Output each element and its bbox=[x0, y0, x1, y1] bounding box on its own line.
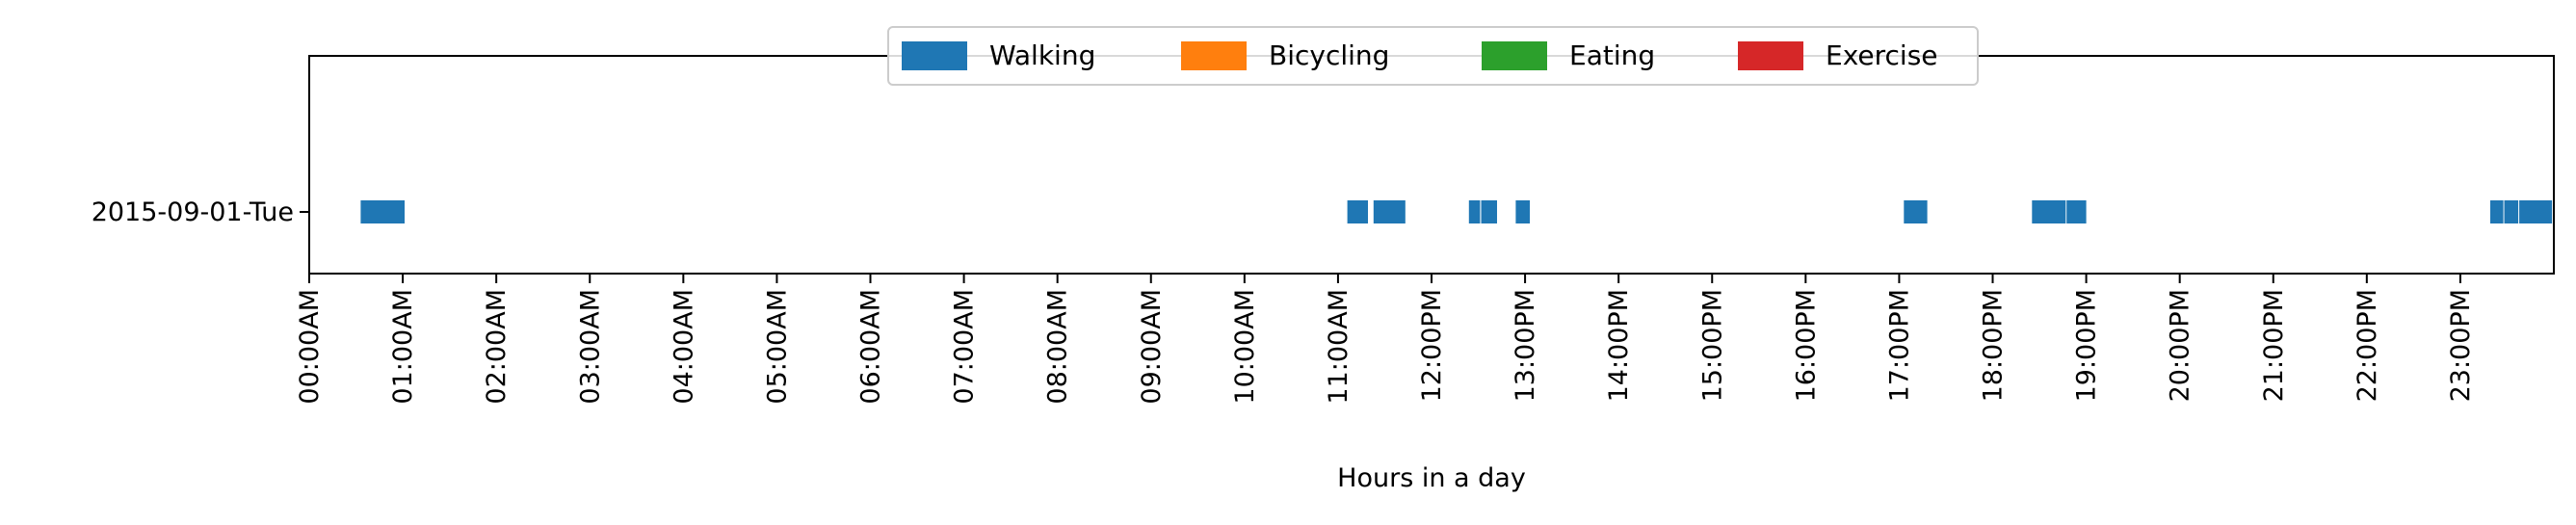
x-tick-label: 03:00AM bbox=[575, 289, 605, 405]
x-tick-label: 17:00PM bbox=[1884, 289, 1914, 402]
x-tick-label: 01:00AM bbox=[388, 289, 418, 405]
legend-label-exercise: Exercise bbox=[1826, 39, 1938, 71]
bar-walking bbox=[1481, 200, 1497, 223]
bar-walking bbox=[2504, 200, 2519, 223]
bars-layer bbox=[360, 200, 2553, 223]
x-tick-label: 23:00PM bbox=[2446, 289, 2476, 402]
bar-walking bbox=[2032, 200, 2066, 223]
legend-label-bicycling: Bicycling bbox=[1269, 39, 1389, 71]
x-tick-label: 16:00PM bbox=[1791, 289, 1821, 402]
x-tick-label: 22:00PM bbox=[2353, 289, 2382, 402]
bar-walking bbox=[2519, 200, 2553, 223]
bar-walking bbox=[1373, 200, 1406, 223]
x-tick-label: 11:00AM bbox=[1324, 289, 1354, 405]
x-tick-label: 02:00AM bbox=[482, 289, 512, 405]
x-tick-label: 07:00AM bbox=[950, 289, 980, 405]
x-axis: 00:00AM 01:00AM 02:00AM 03:00AM 04:00AM 05:00… bbox=[295, 274, 2476, 405]
x-tick-label: 18:00PM bbox=[1979, 289, 2009, 402]
legend-label-walking: Walking bbox=[989, 39, 1095, 71]
bar-walking bbox=[1904, 200, 1928, 223]
x-tick-label: 20:00PM bbox=[2166, 289, 2195, 402]
legend-box bbox=[887, 26, 1979, 86]
bar-walking bbox=[2066, 200, 2087, 223]
x-tick-label: 04:00AM bbox=[669, 289, 698, 405]
legend: Walking Bicycling Eating Exercise bbox=[887, 26, 1979, 86]
bar-walking bbox=[2490, 200, 2504, 223]
x-tick-label: 08:00AM bbox=[1043, 289, 1073, 405]
bar-walking bbox=[1515, 200, 1530, 223]
x-tick-label: 21:00PM bbox=[2259, 289, 2289, 402]
legend-label-eating: Eating bbox=[1569, 39, 1655, 71]
x-tick-label: 15:00PM bbox=[1697, 289, 1727, 402]
legend-swatch-exercise bbox=[1738, 41, 1803, 70]
x-tick-label: 12:00PM bbox=[1417, 289, 1447, 402]
x-tick-label: 13:00PM bbox=[1511, 289, 1540, 402]
bar-walking bbox=[1347, 200, 1368, 223]
x-axis-label: Hours in a day bbox=[1337, 463, 1526, 493]
plot-frame bbox=[308, 55, 2555, 275]
x-tick-label: 05:00AM bbox=[762, 289, 792, 405]
bar-walking bbox=[1468, 200, 1481, 223]
legend-swatch-bicycling bbox=[1181, 41, 1247, 70]
bar-walking bbox=[360, 200, 405, 223]
legend-swatch-eating bbox=[1482, 41, 1547, 70]
y-axis: 2015-09-01-Tue bbox=[92, 197, 309, 227]
x-tick-label: 10:00AM bbox=[1230, 289, 1260, 405]
x-tick-label: 06:00AM bbox=[856, 289, 886, 405]
legend-swatch-walking bbox=[902, 41, 967, 70]
x-tick-label: 09:00AM bbox=[1137, 289, 1167, 405]
y-tick-label: 2015-09-01-Tue bbox=[92, 197, 294, 227]
x-tick-label: 19:00PM bbox=[2072, 289, 2102, 402]
x-tick-label: 14:00PM bbox=[1604, 289, 1634, 402]
x-tick-label: 00:00AM bbox=[295, 289, 325, 405]
